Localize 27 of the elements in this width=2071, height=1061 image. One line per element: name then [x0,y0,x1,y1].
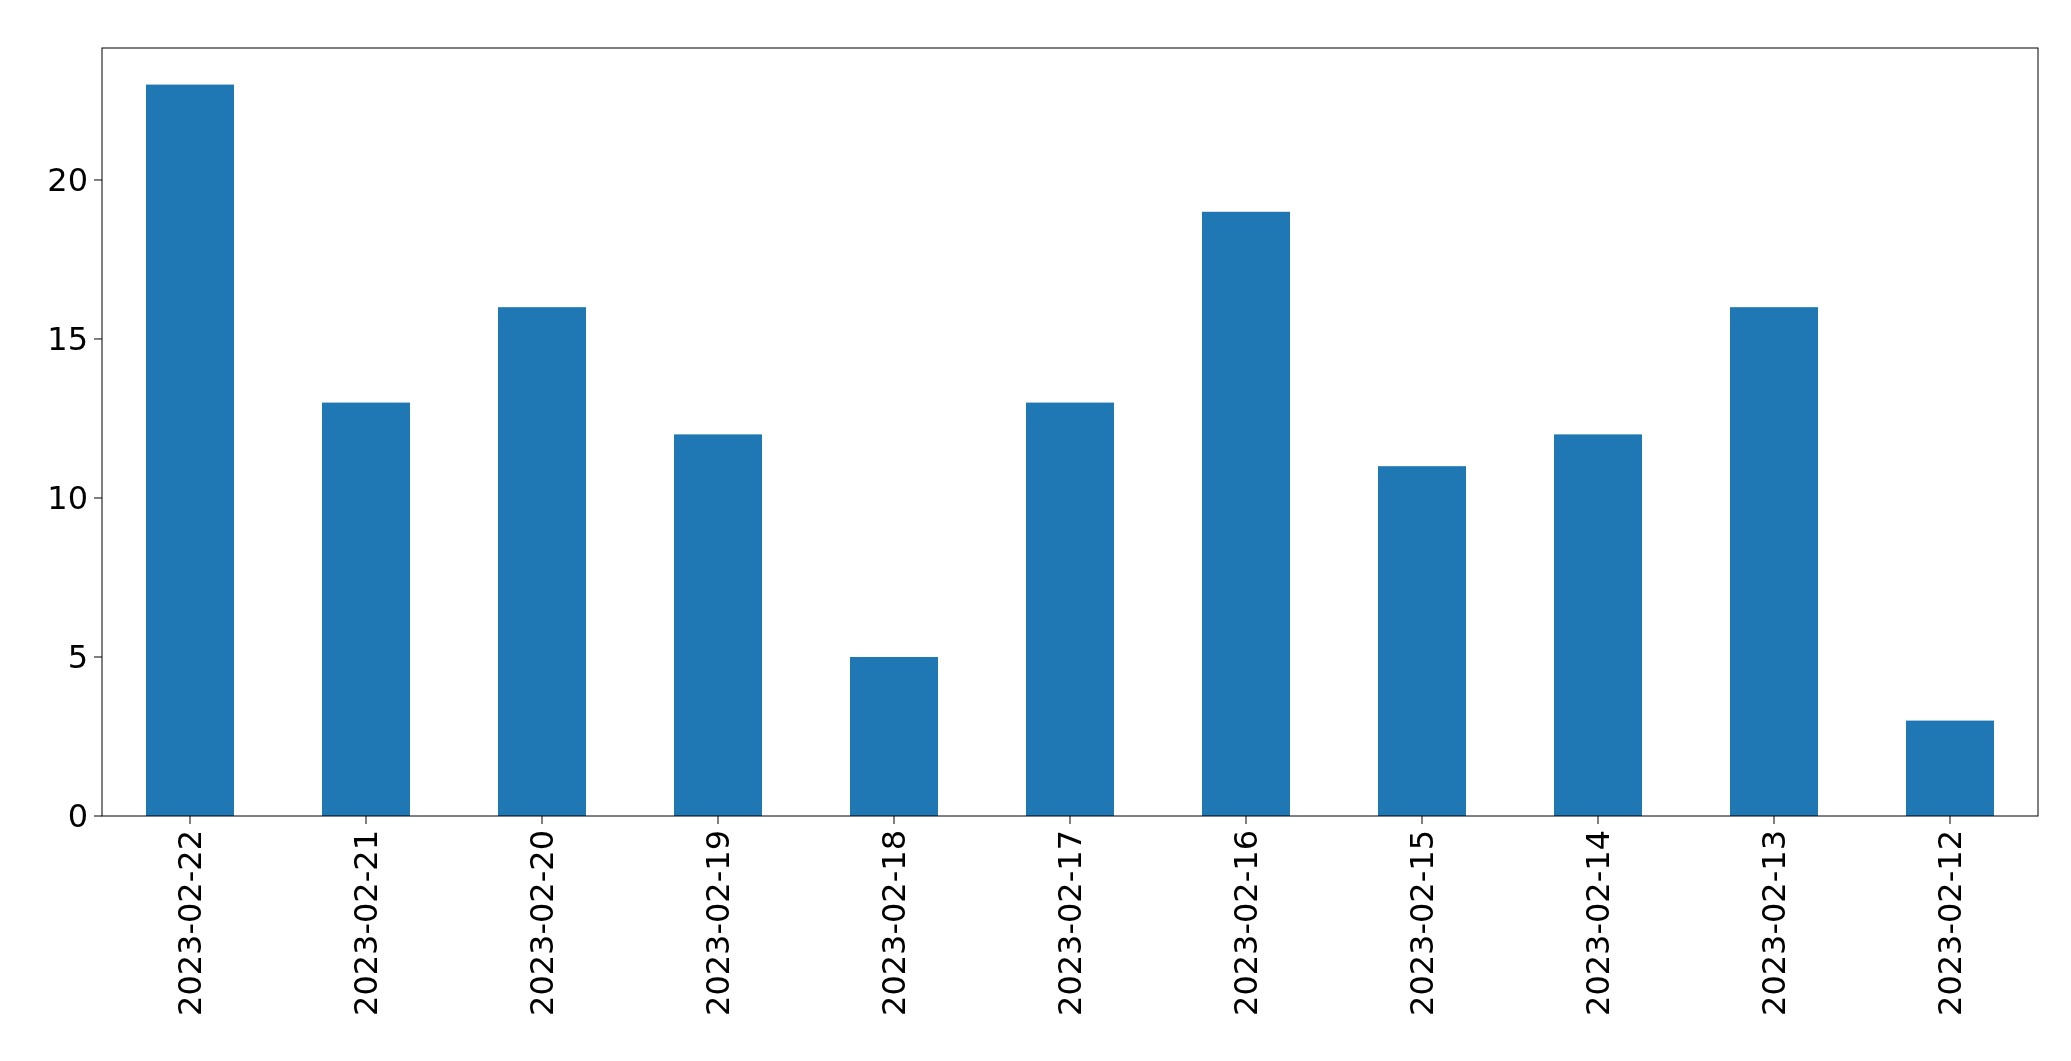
bar [498,307,586,816]
x-tick-label: 2023-02-21 [347,830,386,1016]
x-tick-label: 2023-02-14 [1579,830,1618,1016]
x-tick-label: 2023-02-22 [171,830,210,1016]
bar [1378,466,1466,816]
bar [322,402,410,816]
bar [146,84,234,816]
x-tick-label: 2023-02-20 [523,830,562,1016]
bar [1554,434,1642,816]
y-tick-label: 0 [67,797,88,836]
x-tick-label: 2023-02-16 [1227,830,1266,1016]
x-tick-label: 2023-02-18 [875,830,914,1016]
bar [1202,211,1290,816]
y-tick-label: 20 [47,161,88,200]
x-tick-label: 2023-02-12 [1931,830,1970,1016]
x-tick-label: 2023-02-13 [1755,830,1794,1016]
y-tick-label: 15 [47,320,88,359]
y-tick-label: 5 [67,638,88,677]
y-tick-label: 10 [47,479,88,518]
bar [674,434,762,816]
bar [1730,307,1818,816]
x-tick-label: 2023-02-17 [1051,830,1090,1016]
bar [1906,720,1994,816]
bar [850,656,938,816]
x-tick-label: 2023-02-15 [1403,830,1442,1016]
bar [1026,402,1114,816]
x-tick-label: 2023-02-19 [699,830,738,1016]
